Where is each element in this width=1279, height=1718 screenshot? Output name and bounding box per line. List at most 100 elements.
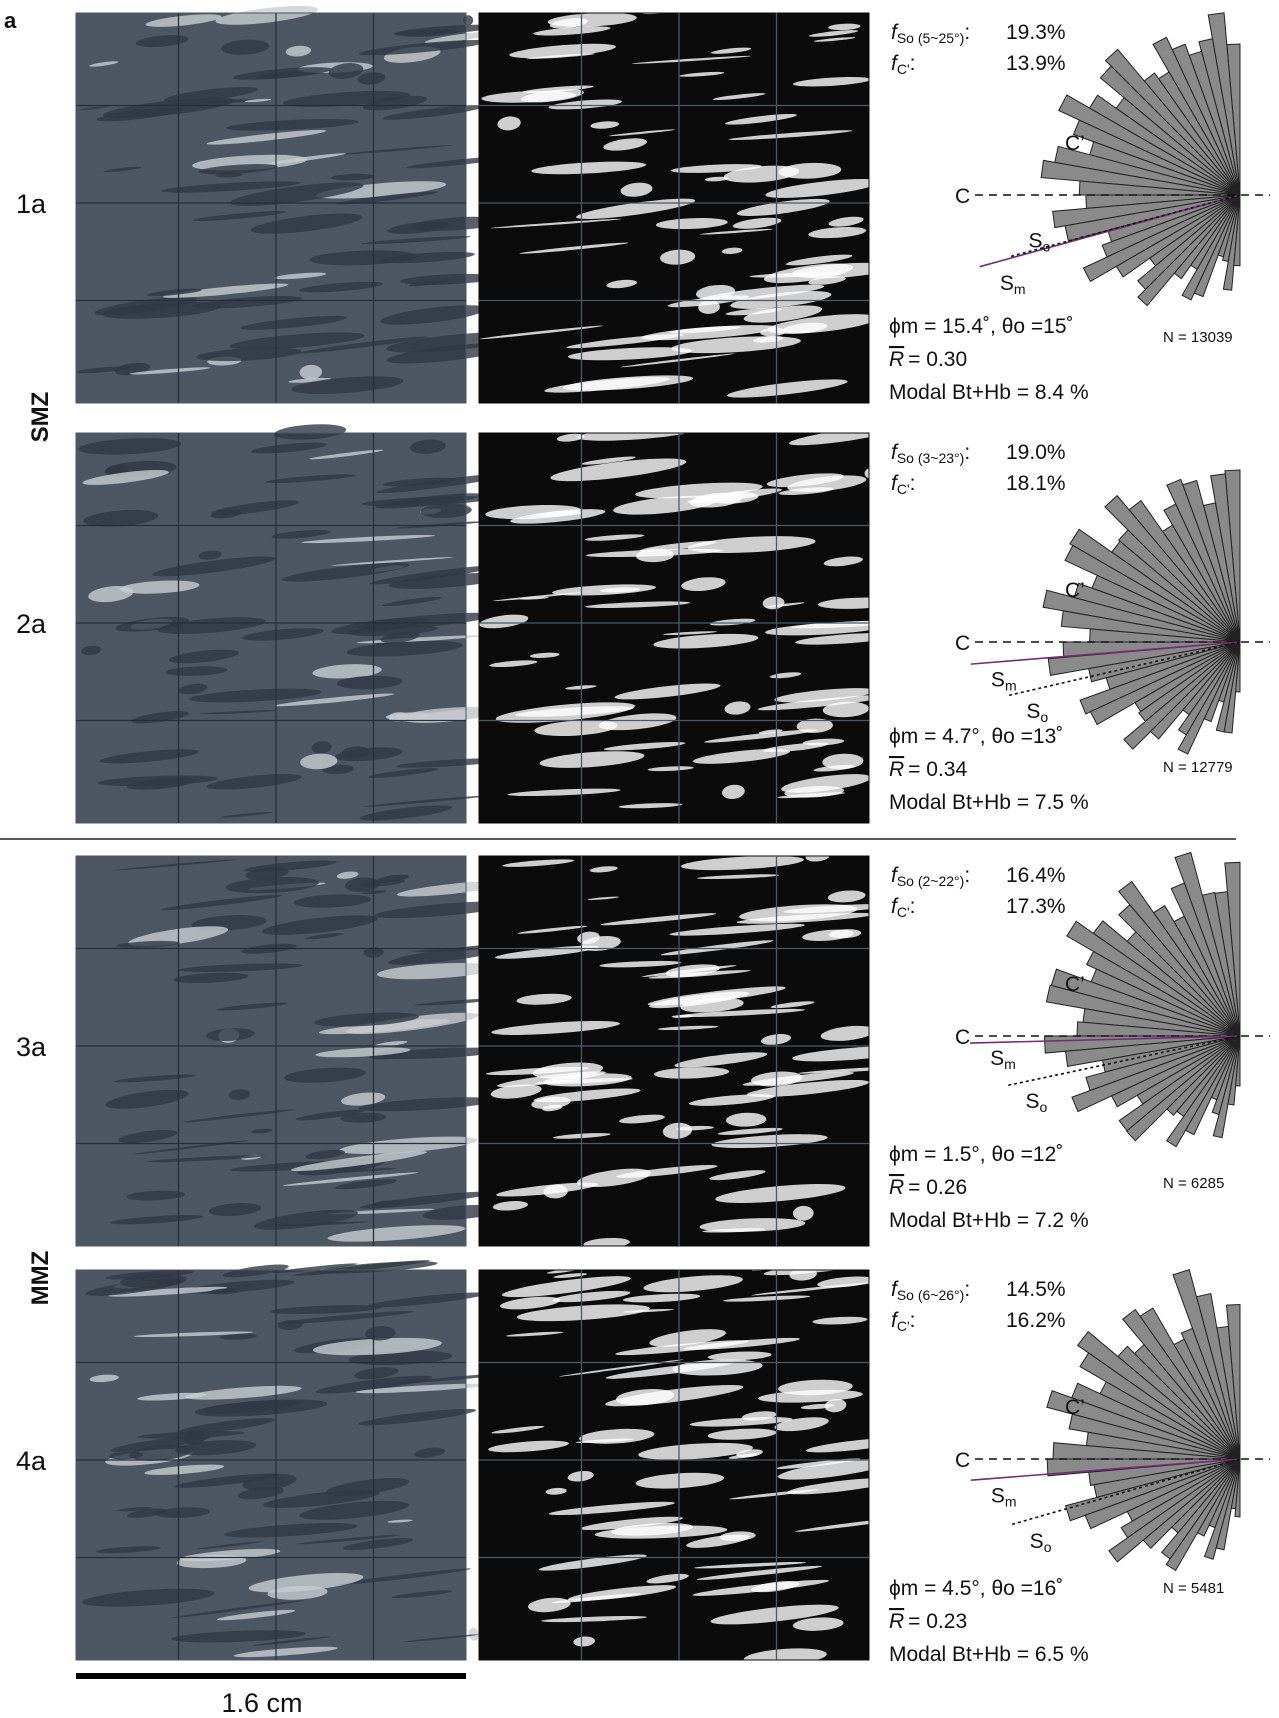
so-label: So: [1025, 1090, 1047, 1115]
r-value: = 0.23: [908, 1610, 967, 1633]
r-line: R= 0.34: [889, 758, 967, 781]
row-label: 4a: [16, 1446, 47, 1476]
colon: :: [964, 441, 970, 464]
c-label: C: [955, 185, 970, 208]
so-label: So: [1026, 700, 1048, 725]
fc-line: fC':: [891, 895, 915, 920]
fc-line: fC':: [891, 1309, 915, 1334]
colon: :: [910, 895, 916, 918]
fso-value: 14.5%: [1006, 1278, 1066, 1301]
row-label: 2a: [16, 609, 47, 639]
zone-label: MMZ: [27, 1251, 54, 1306]
sm-label: Sm: [991, 669, 1017, 694]
so-label: So: [1029, 230, 1051, 255]
fc-line: fC':: [891, 52, 915, 77]
n-label: N = 5481: [1163, 1580, 1224, 1597]
c-subscript: C': [897, 904, 910, 920]
fso-line: fSo (6~26°):: [891, 1278, 970, 1303]
s: S: [991, 669, 1005, 692]
modal-line: Modal Bt+Hb = 7.2 %: [889, 1209, 1089, 1232]
phi-line: ϕm = 4.5°, θo =16˚: [889, 1577, 1063, 1600]
fc-value: 18.1%: [1006, 472, 1066, 495]
r-symbol: R: [889, 1610, 904, 1633]
r-line: R= 0.30: [889, 348, 967, 371]
modal-line: Modal Bt+Hb = 8.4 %: [889, 381, 1089, 404]
phi-line: ϕm = 15.4˚, θo =15˚: [889, 315, 1074, 338]
c-subscript: C': [897, 1318, 910, 1334]
row-label: 3a: [16, 1032, 47, 1062]
so-label: So: [1030, 1530, 1052, 1555]
fso-line: fSo (3~23°):: [891, 441, 970, 466]
sub: o: [1040, 709, 1048, 725]
c-prime-label: C’: [1065, 579, 1085, 602]
c-label: C: [955, 1449, 970, 1472]
colon: :: [964, 864, 970, 887]
zone-label: SMZ: [27, 392, 54, 443]
r-symbol: R: [889, 1176, 904, 1199]
c-subscript: C': [897, 481, 910, 497]
sm-label: Sm: [991, 1485, 1017, 1510]
texture: [871, 121, 882, 137]
fso-value: 19.3%: [1006, 21, 1066, 44]
s: S: [1026, 700, 1040, 723]
sub: m: [1005, 678, 1017, 694]
fso-line: fSo (2~22°):: [891, 864, 970, 889]
n-label: N = 12779: [1163, 759, 1233, 776]
s: S: [1030, 1530, 1044, 1553]
s: S: [1029, 230, 1043, 253]
colon: :: [964, 21, 970, 44]
panel: 1afSo (5~25°):19.3%fC':13.9%CC’SmSoN = 1…: [16, 2, 1270, 404]
panel: 2afSo (3~23°):19.0%fC':18.1%CC’SmSoN = 1…: [16, 422, 1270, 823]
modal-line: Modal Bt+Hb = 6.5 %: [889, 1643, 1089, 1666]
fc-value: 13.9%: [1006, 52, 1066, 75]
so-subscript: So (6~26°): [897, 1287, 964, 1303]
r-line: R= 0.23: [889, 1610, 967, 1633]
r-value: = 0.34: [908, 758, 967, 781]
sub: o: [1044, 1539, 1052, 1555]
colon: :: [910, 1309, 916, 1332]
sub: o: [1039, 1099, 1047, 1115]
s: S: [1000, 272, 1014, 295]
c-prime-label: C’: [1065, 132, 1085, 155]
c-prime-label: C’: [1065, 973, 1085, 996]
colon: :: [964, 1278, 970, 1301]
scale-label: 1.6 cm: [221, 1688, 302, 1718]
panels: 1afSo (5~25°):19.3%fC':13.9%CC’SmSoN = 1…: [16, 2, 1270, 1667]
colon: :: [910, 52, 916, 75]
c-subscript: C': [897, 61, 910, 77]
fc-value: 17.3%: [1006, 895, 1066, 918]
r-value: = 0.26: [908, 1176, 967, 1199]
c-prime-label: C’: [1065, 1396, 1085, 1419]
phi-line: ϕm = 1.5°, θo =12˚: [889, 1143, 1063, 1166]
fc-value: 16.2%: [1006, 1309, 1066, 1332]
modal-line: Modal Bt+Hb = 7.5 %: [889, 791, 1089, 814]
row-label: 1a: [16, 189, 47, 219]
r-symbol: R: [889, 758, 904, 781]
n-label: N = 6285: [1163, 1175, 1224, 1192]
sub: m: [1005, 1494, 1017, 1510]
so-subscript: So (2~22°): [897, 873, 964, 889]
c-label: C: [955, 632, 970, 655]
colon: :: [910, 472, 916, 495]
r-value: = 0.30: [908, 348, 967, 371]
texture: [468, 1627, 480, 1641]
fc-line: fC':: [891, 472, 915, 497]
fso-value: 19.0%: [1006, 441, 1066, 464]
sub: m: [1004, 1056, 1016, 1072]
sm-label: Sm: [990, 1047, 1016, 1072]
fso-line: fSo (5~25°):: [891, 21, 970, 46]
texture: [868, 749, 879, 764]
sm-label: Sm: [1000, 272, 1026, 297]
sub: m: [1014, 281, 1026, 297]
fso-value: 16.4%: [1006, 864, 1066, 887]
c-label: C: [955, 1026, 970, 1049]
sub: o: [1043, 239, 1051, 255]
r-line: R= 0.26: [889, 1176, 967, 1199]
figure-label: a: [4, 8, 17, 33]
texture: [876, 987, 887, 1003]
phi-line: ϕm = 4.7°, θo =13˚: [889, 725, 1063, 748]
n-label: N = 13039: [1163, 329, 1233, 346]
s: S: [991, 1485, 1005, 1508]
so-subscript: So (5~25°): [897, 30, 964, 46]
